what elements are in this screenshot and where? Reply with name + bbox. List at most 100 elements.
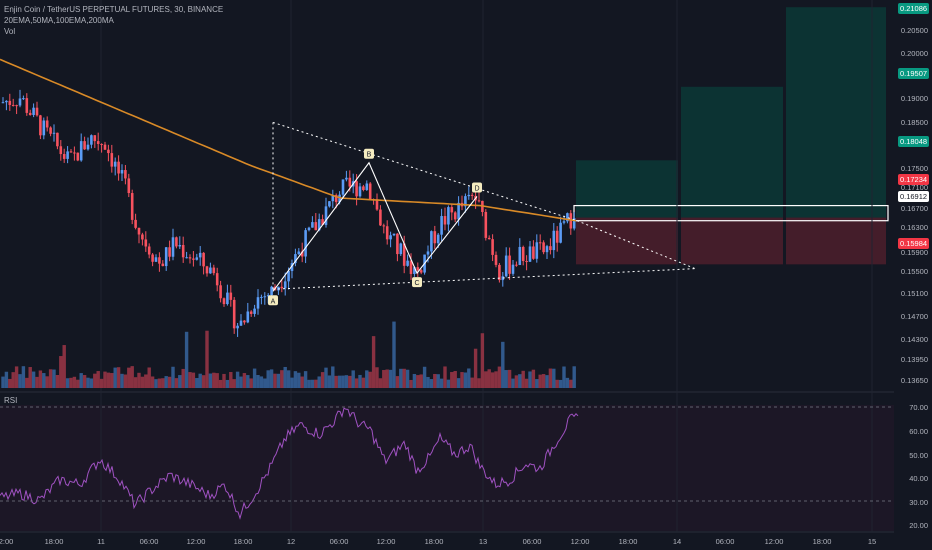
price-tick: 0.16700	[900, 204, 928, 213]
rsi-tick: 30.00	[909, 498, 928, 507]
candle-body	[188, 257, 192, 259]
candle-body	[477, 200, 481, 202]
candle-body	[511, 264, 515, 274]
volume-bar	[569, 379, 573, 388]
candle-body	[175, 237, 178, 247]
volume-bar	[93, 373, 97, 388]
volume-bar	[65, 378, 70, 388]
volume-bar	[514, 375, 519, 388]
time-label: 06:00	[329, 537, 349, 546]
pattern-label-a[interactable]: A	[268, 295, 278, 306]
pattern-label-text: D	[474, 186, 479, 193]
volume-bar	[555, 379, 559, 388]
volume-bar	[341, 375, 345, 388]
candle-body	[73, 152, 76, 154]
candle-body	[559, 222, 562, 243]
volume-bar	[171, 366, 175, 388]
candle-body	[382, 225, 386, 227]
volume-bar	[208, 373, 213, 388]
volume-bar	[218, 379, 223, 388]
volume-bar	[528, 371, 532, 388]
candle-body	[198, 252, 202, 258]
candle-body	[243, 320, 246, 323]
time-label: 14	[672, 537, 682, 546]
volume-bar	[538, 374, 542, 388]
volume-bar	[133, 377, 138, 388]
candle-body	[185, 257, 188, 259]
volume-bar	[480, 333, 485, 388]
price-badge-entry: 0.16912	[898, 191, 929, 202]
candle-body	[484, 211, 488, 238]
volume-bar	[212, 372, 216, 388]
candle-body	[260, 296, 263, 298]
candle-body	[158, 257, 161, 264]
volume-bar	[191, 372, 196, 388]
candle-body	[66, 151, 69, 159]
volume-bar	[392, 321, 396, 388]
volume-bar	[130, 366, 134, 388]
pattern-label-c[interactable]: C	[412, 277, 422, 288]
candle-body	[457, 202, 460, 220]
volume-bar	[48, 369, 53, 388]
price-tick: 0.14700	[900, 312, 928, 321]
upper-trendline[interactable]	[272, 121, 578, 222]
volume-bar	[504, 370, 508, 388]
price-tick: 0.18500	[900, 118, 928, 127]
volume-bar	[188, 372, 192, 388]
volume-bar	[106, 372, 111, 388]
volume-bar	[422, 366, 427, 388]
candle-body	[399, 243, 403, 255]
target-zone[interactable]	[576, 160, 678, 218]
pattern-label-d[interactable]: D	[472, 182, 482, 193]
volume-bar	[317, 376, 321, 388]
candle-body	[362, 186, 365, 190]
price-badge-target-2: 0.19507	[898, 68, 929, 79]
candle-body	[334, 195, 338, 203]
candle-body	[147, 246, 151, 255]
candle-body	[508, 255, 511, 274]
candle-body	[331, 195, 335, 202]
pattern-legs[interactable]	[272, 161, 478, 292]
candle-body	[430, 231, 433, 252]
volume-bar	[320, 372, 325, 388]
candle-body	[341, 179, 345, 195]
pattern-label-bg	[268, 295, 278, 306]
rsi-tick: 60.00	[909, 427, 928, 436]
lower-trendline[interactable]	[272, 268, 696, 290]
candle-body	[69, 151, 73, 153]
volume-bar	[467, 368, 471, 388]
volume-bar	[72, 376, 77, 388]
target-zone[interactable]	[786, 7, 886, 218]
candle-body	[294, 254, 297, 264]
moving-average-line	[0, 58, 577, 222]
volume-bar	[541, 374, 546, 388]
volume-bar	[123, 374, 128, 388]
volume-bar	[531, 369, 536, 388]
pattern-label-b[interactable]: B	[364, 148, 374, 159]
volume-bar	[572, 366, 576, 388]
stop-zone[interactable]	[576, 217, 678, 265]
target-zone[interactable]	[681, 86, 783, 218]
candle-body	[396, 233, 399, 255]
candle-body	[181, 245, 185, 258]
candle-body	[304, 230, 307, 257]
candle-body	[406, 260, 409, 266]
volume-bar	[429, 379, 434, 388]
volume-bar	[518, 374, 522, 388]
volume-bar	[1, 376, 5, 388]
pattern-label-text: A	[271, 298, 276, 305]
candle-body	[470, 194, 474, 196]
stop-zone[interactable]	[786, 217, 886, 265]
volume-bar	[324, 367, 328, 388]
candle-body	[338, 194, 341, 203]
volume-bar	[487, 369, 491, 388]
volume-bar	[137, 372, 141, 388]
apex-trendline[interactable]	[576, 220, 696, 270]
stop-zone[interactable]	[681, 217, 783, 265]
time-label: 13	[478, 537, 488, 546]
candle-body	[409, 260, 413, 274]
volume-bar	[127, 367, 131, 388]
volume-bar	[28, 367, 32, 388]
